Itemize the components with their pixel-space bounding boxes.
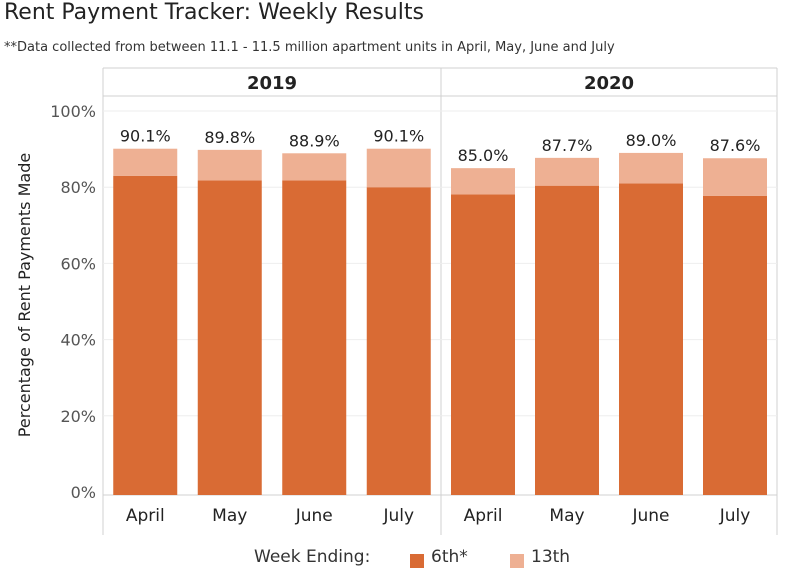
bar-6th: [366, 187, 431, 495]
x-tick-label: June: [295, 506, 333, 526]
bar-chart: 0% 20% 40% 60% 80% 100% Percentage of Rent Pay…: [15, 67, 778, 535]
bar-13th: [451, 168, 515, 195]
x-tick-label: May: [549, 506, 584, 526]
x-tick-label: April: [464, 506, 503, 526]
bar-6th: [197, 180, 262, 496]
bar-13th: [535, 157, 599, 186]
legend-label-6th: 6th*: [431, 547, 468, 567]
data-label: 90.1%: [373, 127, 424, 146]
x-tick-label: May: [212, 506, 247, 526]
y-tick-label: 80%: [60, 178, 96, 197]
legend: Week Ending: 6th* 13th: [0, 547, 785, 573]
bar-6th: [535, 185, 599, 495]
y-tick-label: 0%: [71, 483, 96, 502]
bar-6th: [619, 183, 683, 495]
data-label: 85.0%: [458, 146, 509, 165]
x-tick-label: June: [631, 506, 669, 526]
bar-13th: [619, 152, 683, 184]
y-axis-label: Percentage of Rent Payments Made: [15, 153, 34, 437]
legend-label-13th: 13th: [531, 547, 571, 567]
legend-title: Week Ending:: [254, 547, 371, 567]
panel-header: 2019: [247, 73, 297, 94]
data-label: 89.0%: [626, 131, 677, 150]
legend-swatch-13th: [510, 554, 524, 568]
bar-6th: [703, 195, 767, 495]
chart-subtitle: **Data collected from between 11.1 - 11.…: [4, 40, 615, 55]
y-tick-label: 20%: [60, 407, 96, 426]
data-label: 87.7%: [542, 136, 593, 155]
bar-6th: [282, 180, 347, 496]
chart-title: Rent Payment Tracker: Weekly Results: [4, 0, 424, 25]
data-label: 89.8%: [204, 128, 255, 147]
x-tick-label: July: [382, 506, 414, 526]
bar-6th: [113, 175, 178, 495]
bar-13th: [113, 148, 178, 176]
data-label: 87.6%: [710, 136, 761, 155]
y-tick-label: 100%: [50, 102, 96, 121]
bar-13th: [703, 158, 767, 196]
bar-13th: [282, 153, 347, 181]
x-tick-label: July: [719, 506, 751, 526]
legend-swatch-6th: [410, 554, 424, 568]
data-label: 90.1%: [120, 127, 171, 146]
bar-13th: [366, 148, 431, 188]
panel-header: 2020: [584, 73, 634, 94]
data-label: 88.9%: [289, 131, 340, 150]
bar-13th: [197, 149, 262, 181]
bar-6th: [451, 194, 515, 495]
y-tick-label: 60%: [60, 254, 96, 273]
x-tick-label: April: [126, 506, 165, 526]
y-tick-label: 40%: [60, 331, 96, 350]
